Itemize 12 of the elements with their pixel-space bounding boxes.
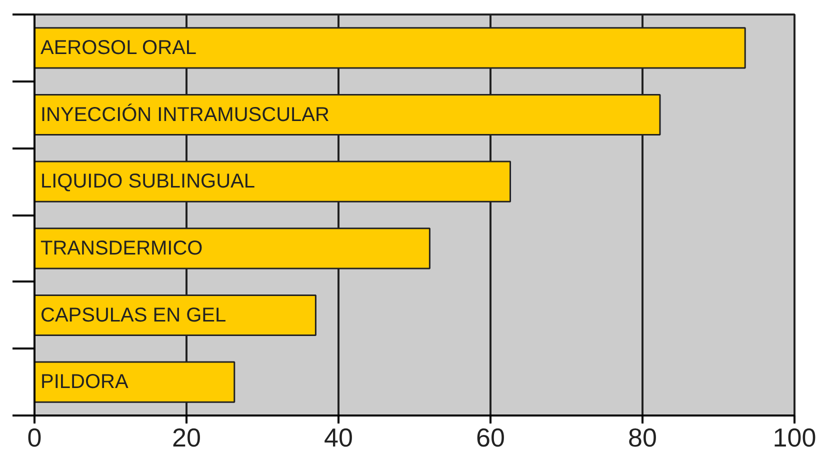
- y-tick-label: TRANSDERMICO: [40, 237, 203, 260]
- y-tick-label: AEROSOL ORAL: [40, 36, 196, 59]
- x-tick-label: 60: [476, 422, 505, 449]
- y-tick-label: LIQUIDO SUBLINGUAL: [40, 170, 256, 193]
- y-tick-label: PILDORA: [40, 371, 129, 394]
- x-tick-label: 20: [172, 422, 201, 449]
- x-tick-label: 100: [772, 422, 816, 449]
- y-tick-label: CAPSULAS EN GEL: [40, 304, 226, 326]
- y-tick-label: INYECCIÓN INTRAMUSCULAR: [40, 102, 330, 126]
- x-tick-label: 40: [324, 422, 353, 449]
- x-tick-label: 80: [628, 422, 657, 449]
- x-tick-label: 0: [27, 422, 42, 449]
